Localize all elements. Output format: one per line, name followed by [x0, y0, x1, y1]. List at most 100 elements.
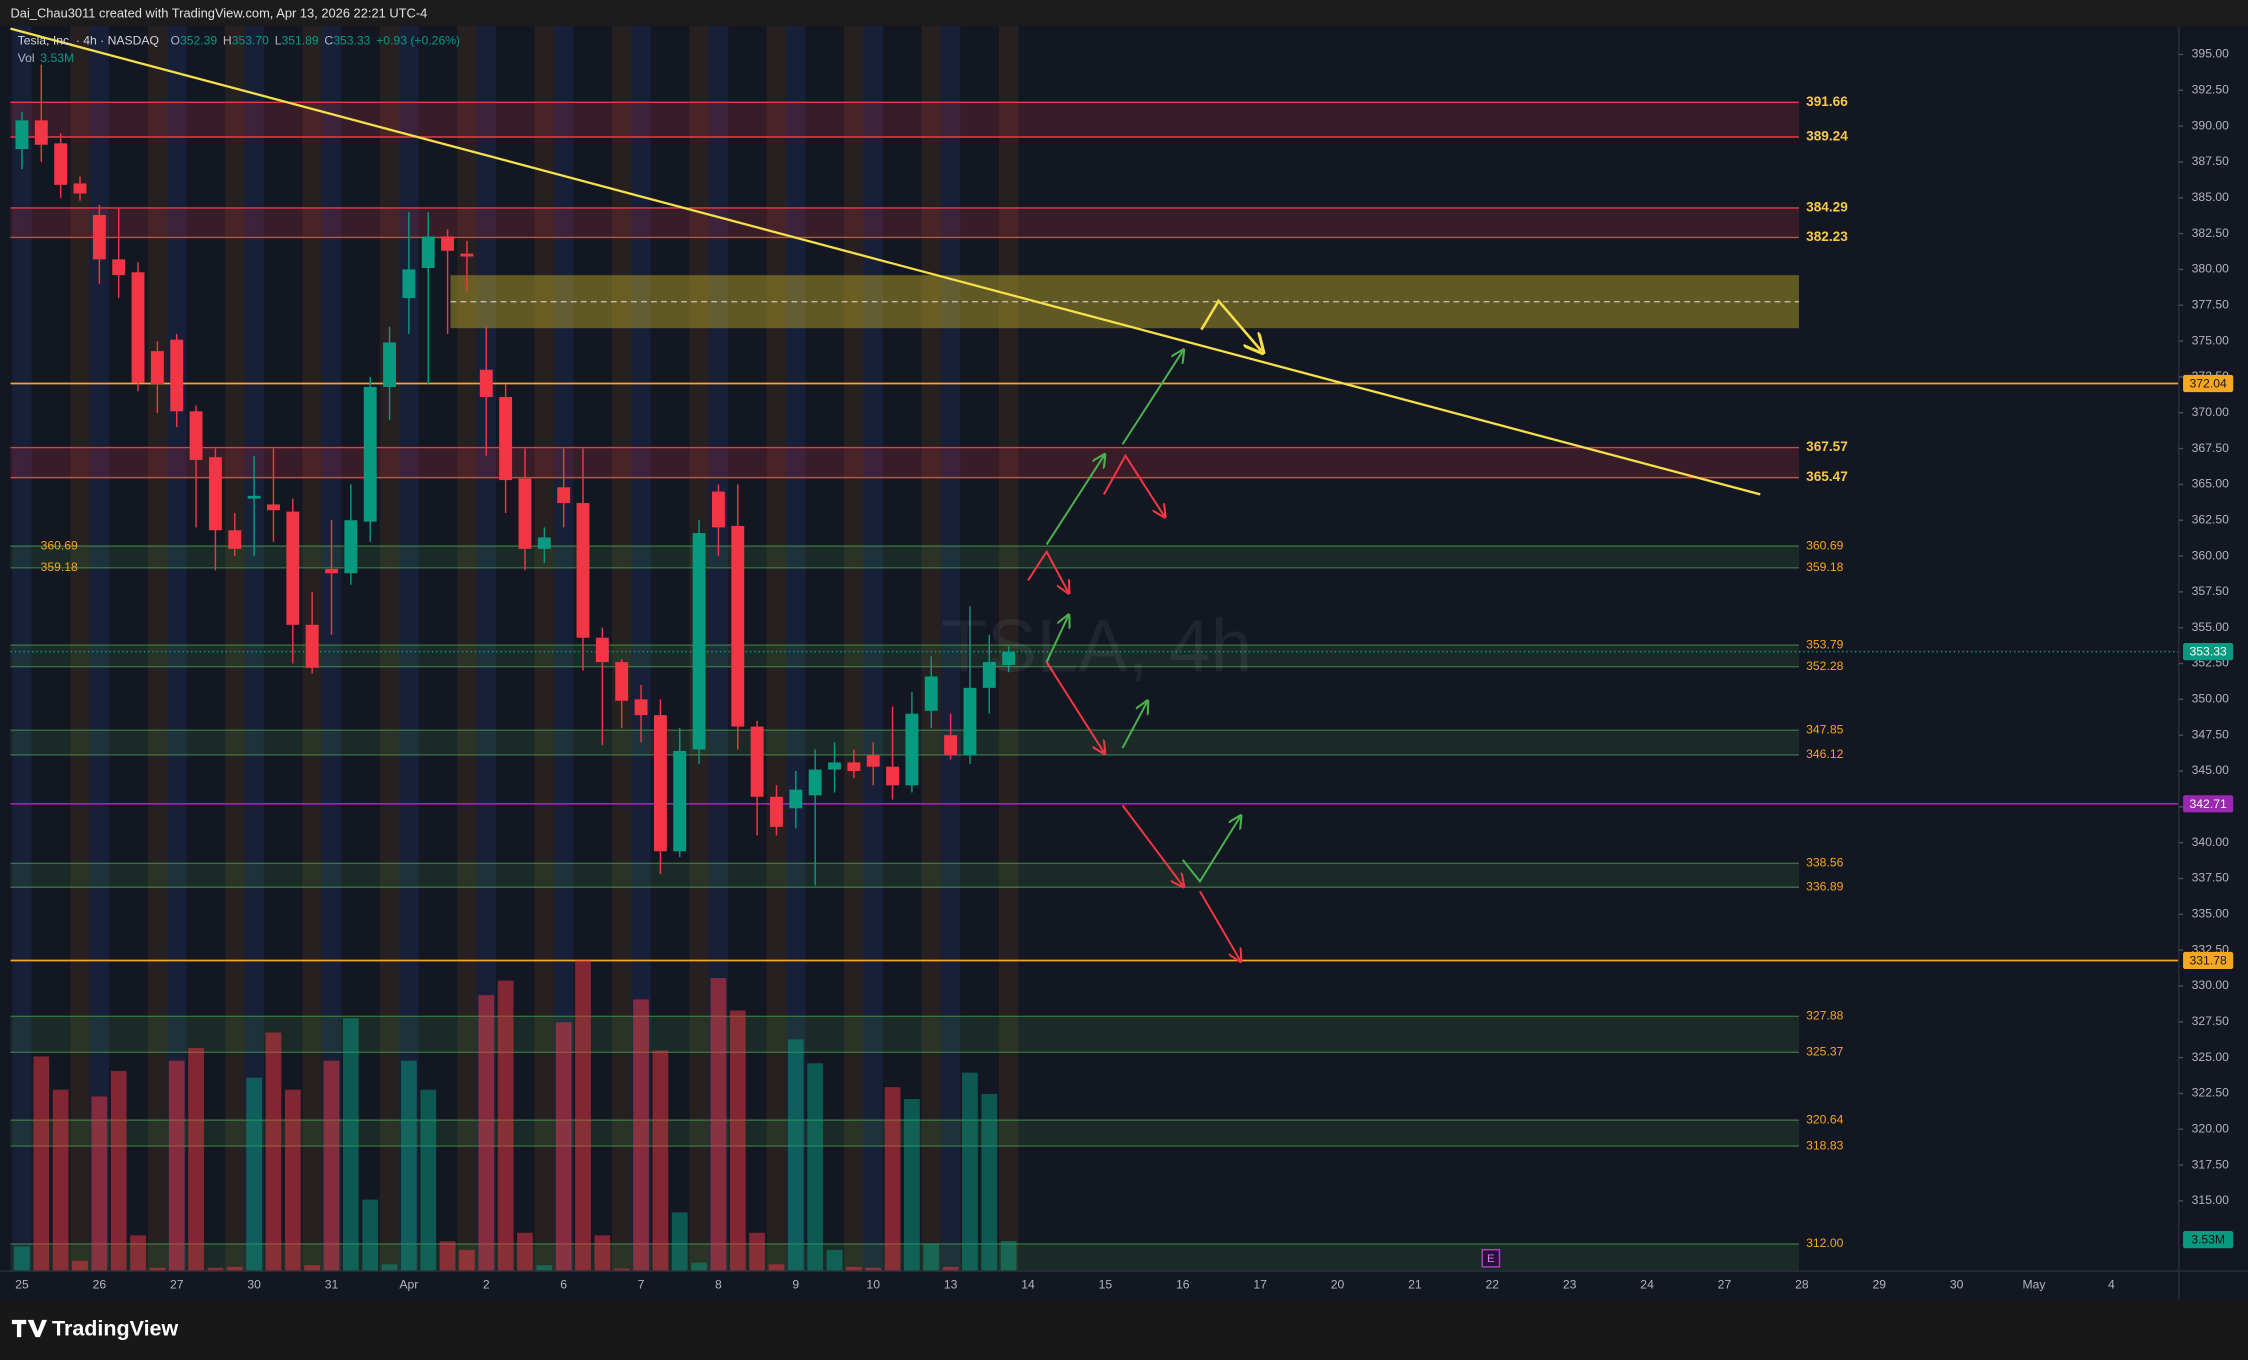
- y-tick-label: 382.50: [2192, 226, 2229, 240]
- x-tick-label: 30: [247, 1278, 261, 1292]
- candle-body: [92, 214, 106, 260]
- x-tick-label: May: [2023, 1278, 2047, 1292]
- axes: 395.00 392.50 390.00 387.50 385.00 382.50 380.…: [15, 47, 2234, 1292]
- y-tick-label: 327.50: [2192, 1014, 2229, 1028]
- candle-body: [731, 525, 745, 727]
- badge-box: [2183, 1231, 2234, 1249]
- candle-body: [383, 342, 396, 387]
- candle-body: [944, 735, 958, 756]
- scenario-arrows: [1027, 298, 1262, 960]
- ohlc-key: H: [223, 34, 232, 48]
- y-tick-label: 335.00: [2192, 907, 2229, 921]
- arrow: [1121, 702, 1147, 749]
- volume-bar: [536, 1265, 553, 1272]
- candle-body: [73, 183, 87, 194]
- volume-bar: [130, 1235, 146, 1272]
- volume-bar: [207, 1267, 224, 1272]
- y-tick-label: 325.00: [2192, 1050, 2229, 1064]
- volume-name: Vol: [18, 51, 35, 65]
- y-tick-label: 385.00: [2192, 190, 2229, 204]
- logo: TradingView: [11, 1317, 178, 1341]
- volume-legend: Vol 3.53M: [18, 51, 74, 65]
- arrow: [1045, 456, 1104, 546]
- candle-body: [286, 511, 300, 625]
- zone-label: 353.79: [1806, 637, 1843, 651]
- candle-body: [615, 662, 629, 701]
- x-tick-label: 16: [1176, 1278, 1190, 1292]
- y-tick-label: 375.00: [2192, 333, 2229, 347]
- arrow: [1121, 804, 1183, 885]
- zone: [10, 546, 1799, 568]
- badge-label: 3.53M: [2191, 1233, 2225, 1247]
- candle-body: [247, 495, 261, 499]
- candle-body: [905, 713, 919, 786]
- zone-label: 360.69: [41, 538, 78, 552]
- y-tick-label: 337.50: [2192, 871, 2229, 885]
- zone: [10, 102, 1799, 138]
- x-tick-label: 15: [1099, 1278, 1113, 1292]
- y-tick-label: 322.50: [2192, 1086, 2229, 1100]
- zone: [10, 863, 1799, 888]
- volume-bar: [265, 1032, 282, 1272]
- candle-body: [595, 637, 609, 663]
- candle-body: [325, 568, 338, 574]
- price-badge: 353.33: [2183, 643, 2234, 661]
- y-tick-label: 355.00: [2192, 620, 2229, 634]
- ohlc-key: C: [324, 34, 333, 48]
- x-tick-label: 27: [170, 1278, 184, 1292]
- ohlc-key: O: [170, 34, 179, 48]
- candle-body: [828, 762, 841, 770]
- y-tick-label: 380.00: [2192, 262, 2229, 276]
- candle-body: [634, 699, 648, 716]
- y-tick-label: 360.00: [2192, 548, 2229, 562]
- volume-bar: [246, 1077, 262, 1272]
- candle-body: [963, 687, 977, 756]
- zone-label: 359.18: [41, 560, 78, 574]
- zone-label: 338.56: [1806, 856, 1843, 870]
- legend: Tesla, Inc. · 4h · NASDAQ O352.39 H353.70 L…: [18, 34, 460, 48]
- watermark: TSLA, 4h: [941, 605, 1252, 688]
- candle-body: [557, 487, 571, 504]
- zone-label: 318.83: [1806, 1138, 1843, 1152]
- earnings-marker[interactable]: [1481, 1248, 1501, 1268]
- candle-body: [711, 491, 725, 528]
- volume-bar: [826, 1249, 843, 1272]
- candle-body: [170, 339, 184, 412]
- x-tick-label: 25: [15, 1278, 29, 1292]
- volume-bar: [575, 960, 591, 1272]
- volume-bar: [110, 1070, 127, 1272]
- zone-label: 352.28: [1806, 659, 1843, 673]
- volume-bar: [342, 1018, 359, 1272]
- x-tick-label: 23: [1563, 1278, 1577, 1292]
- zone-label: 391.66: [1806, 94, 1848, 109]
- volume-bar: [884, 1087, 901, 1272]
- badge-box: [2183, 795, 2234, 813]
- y-tick-label: 345.00: [2192, 763, 2229, 777]
- candle-body: [150, 351, 164, 385]
- arrow: [1045, 661, 1104, 752]
- zone-label: 359.18: [1806, 560, 1843, 574]
- y-tick-label: 320.00: [2192, 1121, 2229, 1135]
- x-tick-label: 2: [483, 1278, 490, 1292]
- badge-box: [2183, 951, 2234, 970]
- candle-body: [518, 478, 532, 549]
- volume-bar: [52, 1089, 69, 1272]
- candle-body: [441, 236, 455, 251]
- price-badge: 342.71: [2183, 795, 2234, 813]
- volume-bar: [942, 1266, 959, 1272]
- ohlc-key: L: [275, 34, 282, 48]
- x-tick-label: 7: [638, 1278, 645, 1292]
- candle-body: [982, 662, 996, 688]
- candle-body: [866, 755, 880, 767]
- y-tick-label: 330.00: [2192, 978, 2229, 992]
- zone: [10, 447, 1799, 478]
- header-text: Dai_Chau3011 created with TradingView.co…: [10, 6, 427, 21]
- volume-bar: [517, 1232, 533, 1272]
- volume-bar: [555, 1022, 572, 1272]
- zone-label: 320.64: [1806, 1112, 1843, 1126]
- symbol: Tesla, Inc. · 4h · NASDAQ: [18, 34, 159, 48]
- volume-bar: [284, 1089, 301, 1272]
- candle-body: [924, 676, 938, 711]
- ohlc-value: 353.70: [232, 34, 269, 48]
